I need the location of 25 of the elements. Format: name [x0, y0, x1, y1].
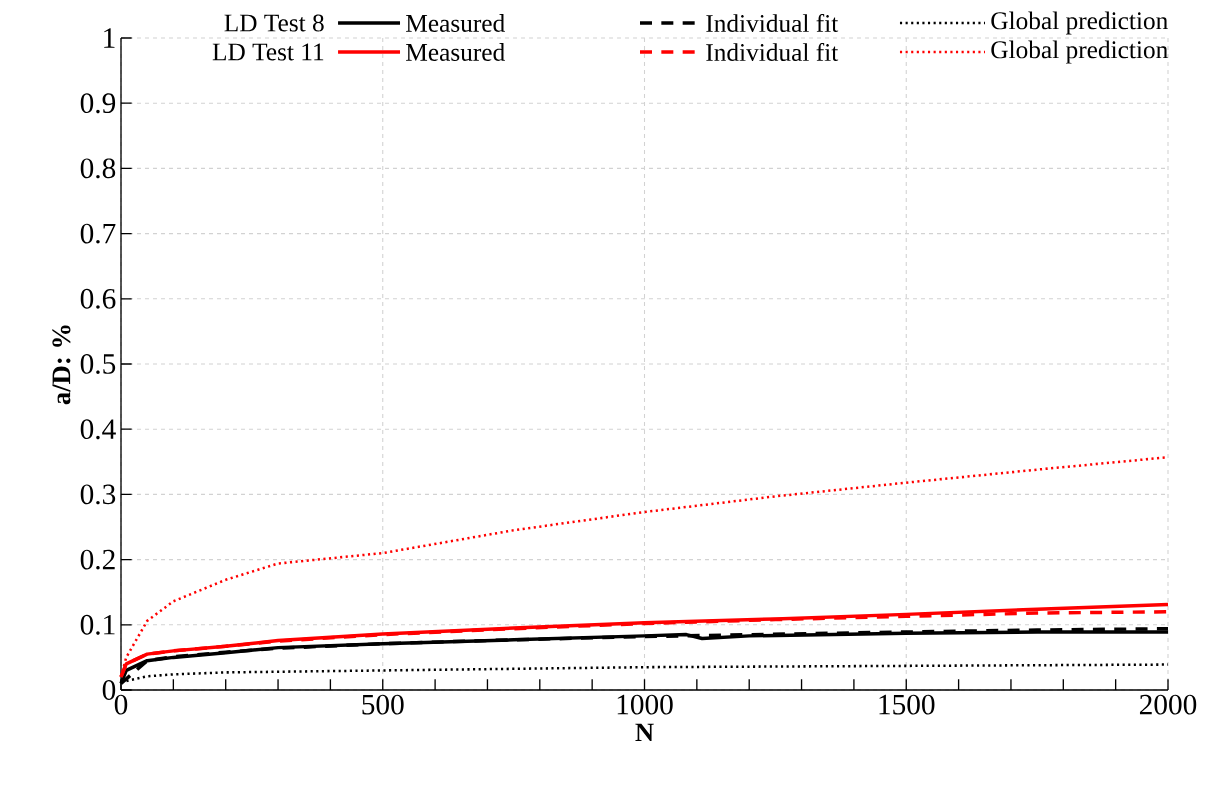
y-tick-label: 0.2 — [80, 549, 115, 570]
y-tick-label: 0.5 — [80, 354, 116, 374]
annotation: LD Test 11 — [212, 43, 324, 61]
x-tick-label: 1000 — [617, 694, 673, 715]
y-tick-label: 0.8 — [80, 158, 116, 179]
y-tick-label: 0.7 — [80, 223, 116, 244]
y-tick-label: 0 — [102, 680, 116, 700]
x-tick-label: 1500 — [879, 694, 935, 715]
text: LD Test 8 — [224, 14, 324, 32]
legend-label: Global prediction — [991, 11, 1168, 35]
legend-label: Global prediction — [991, 40, 1168, 64]
x-axis-title: N — [635, 723, 654, 742]
y-tick-label: 0.6 — [80, 288, 116, 309]
legend-label: Individual fit — [706, 42, 839, 62]
legend-label: Measured — [406, 14, 505, 32]
y-tick-label: 1 — [104, 28, 115, 48]
y-tick-label: 0.3 — [80, 484, 116, 505]
y-axis-title: a/D: % — [52, 325, 71, 405]
y-tick-label: 0.1 — [80, 614, 115, 635]
y-tick-label: 0.4 — [80, 419, 116, 440]
x-tick-label: 2000 — [1139, 694, 1197, 715]
legend-label: Individual fit — [706, 13, 839, 33]
y-tick-label: 0.9 — [80, 93, 116, 114]
x-tick-label: 500 — [362, 694, 404, 715]
legend-label: Measured — [406, 43, 505, 61]
